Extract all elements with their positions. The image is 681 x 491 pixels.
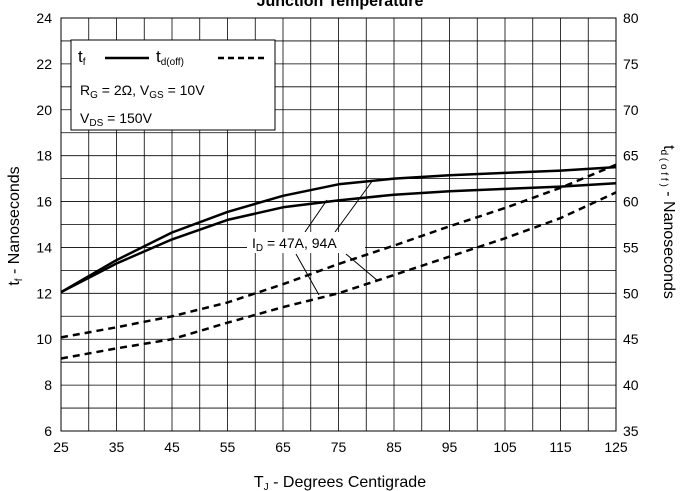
- annotation-leader: [295, 253, 320, 296]
- y-axis-right-label: td ( o f f ) - Nanoseconds: [658, 145, 677, 299]
- y-left-tick-label: 8: [44, 377, 52, 393]
- annotation-id: ID = 47A, 94A: [247, 179, 379, 296]
- y-right-tick-label: 50: [623, 285, 639, 301]
- y-right-tick-label: 80: [623, 10, 639, 26]
- x-tick-label: 95: [442, 439, 458, 455]
- series-line-tdoff-upper: [60, 163, 617, 339]
- annotation-leader: [304, 199, 328, 233]
- series-line-tf-upper: [60, 165, 617, 294]
- y-right-tick-label: 60: [623, 194, 639, 210]
- x-tick-label: 125: [604, 439, 628, 455]
- legend-box: [70, 39, 276, 131]
- annotation-background: [247, 232, 365, 253]
- series-line-tdoff-lower: [60, 191, 617, 360]
- y-left-tick-label: 14: [36, 239, 52, 255]
- legend: tf td(off) RG = 2Ω, VGS = 10V VDS = 150V: [70, 39, 276, 131]
- x-tick-label: 75: [331, 439, 347, 455]
- y-left-tick-label: 20: [36, 102, 52, 118]
- series-layer: [60, 163, 617, 360]
- y-left-tick-label: 16: [36, 194, 52, 210]
- annotation-text: ID = 47A, 94A: [252, 235, 337, 254]
- x-axis-label: TJ - Degrees Centigrade: [254, 474, 426, 491]
- y-left-tick-label: 22: [36, 56, 52, 72]
- y-right-tick-label: 55: [623, 239, 639, 255]
- x-tick-label: 115: [549, 439, 572, 455]
- y-left-tick-label: 24: [36, 10, 52, 26]
- y-right-tick-label: 40: [623, 377, 639, 393]
- annotation-leader: [345, 253, 379, 282]
- y-axis-left-label: tf - Nanoseconds: [6, 166, 25, 285]
- y-right-tick-label: 70: [623, 102, 639, 118]
- x-tick-label: 35: [109, 439, 125, 455]
- x-tick-label: 65: [275, 439, 291, 455]
- x-tick-label: 45: [164, 439, 180, 455]
- legend-condition-rg-vgs: RG = 2Ω, VGS = 10V: [80, 82, 205, 101]
- x-tick-label: 55: [220, 439, 236, 455]
- x-tick-label: 105: [493, 439, 517, 455]
- x-tick-label: 25: [53, 439, 69, 455]
- plot-frame: [60, 17, 617, 432]
- legend-label-tdoff: td(off): [156, 47, 184, 68]
- series-line-tf-lower: [60, 181, 617, 294]
- y-right-tick-label: 45: [623, 331, 639, 347]
- y-right-tick-label: 35: [623, 423, 639, 439]
- y-left-tick-label: 12: [36, 285, 52, 301]
- tick-labels: 25 35 45 55 65 75 85 95 105 115 125 6 8 10 12 14 16 18 20 2…: [36, 10, 638, 455]
- y-right-tick-label: 75: [623, 56, 639, 72]
- chart-title: Junction Temperature: [257, 0, 424, 10]
- legend-condition-vds: VDS = 150V: [80, 110, 153, 129]
- legend-label-tf: tf: [78, 47, 86, 68]
- y-left-tick-label: 18: [36, 148, 52, 164]
- x-tick-label: 85: [386, 439, 402, 455]
- y-right-tick-label: 65: [623, 148, 639, 164]
- y-left-tick-label: 6: [44, 423, 52, 439]
- annotation-leader: [334, 179, 374, 233]
- y-left-tick-label: 10: [36, 331, 52, 347]
